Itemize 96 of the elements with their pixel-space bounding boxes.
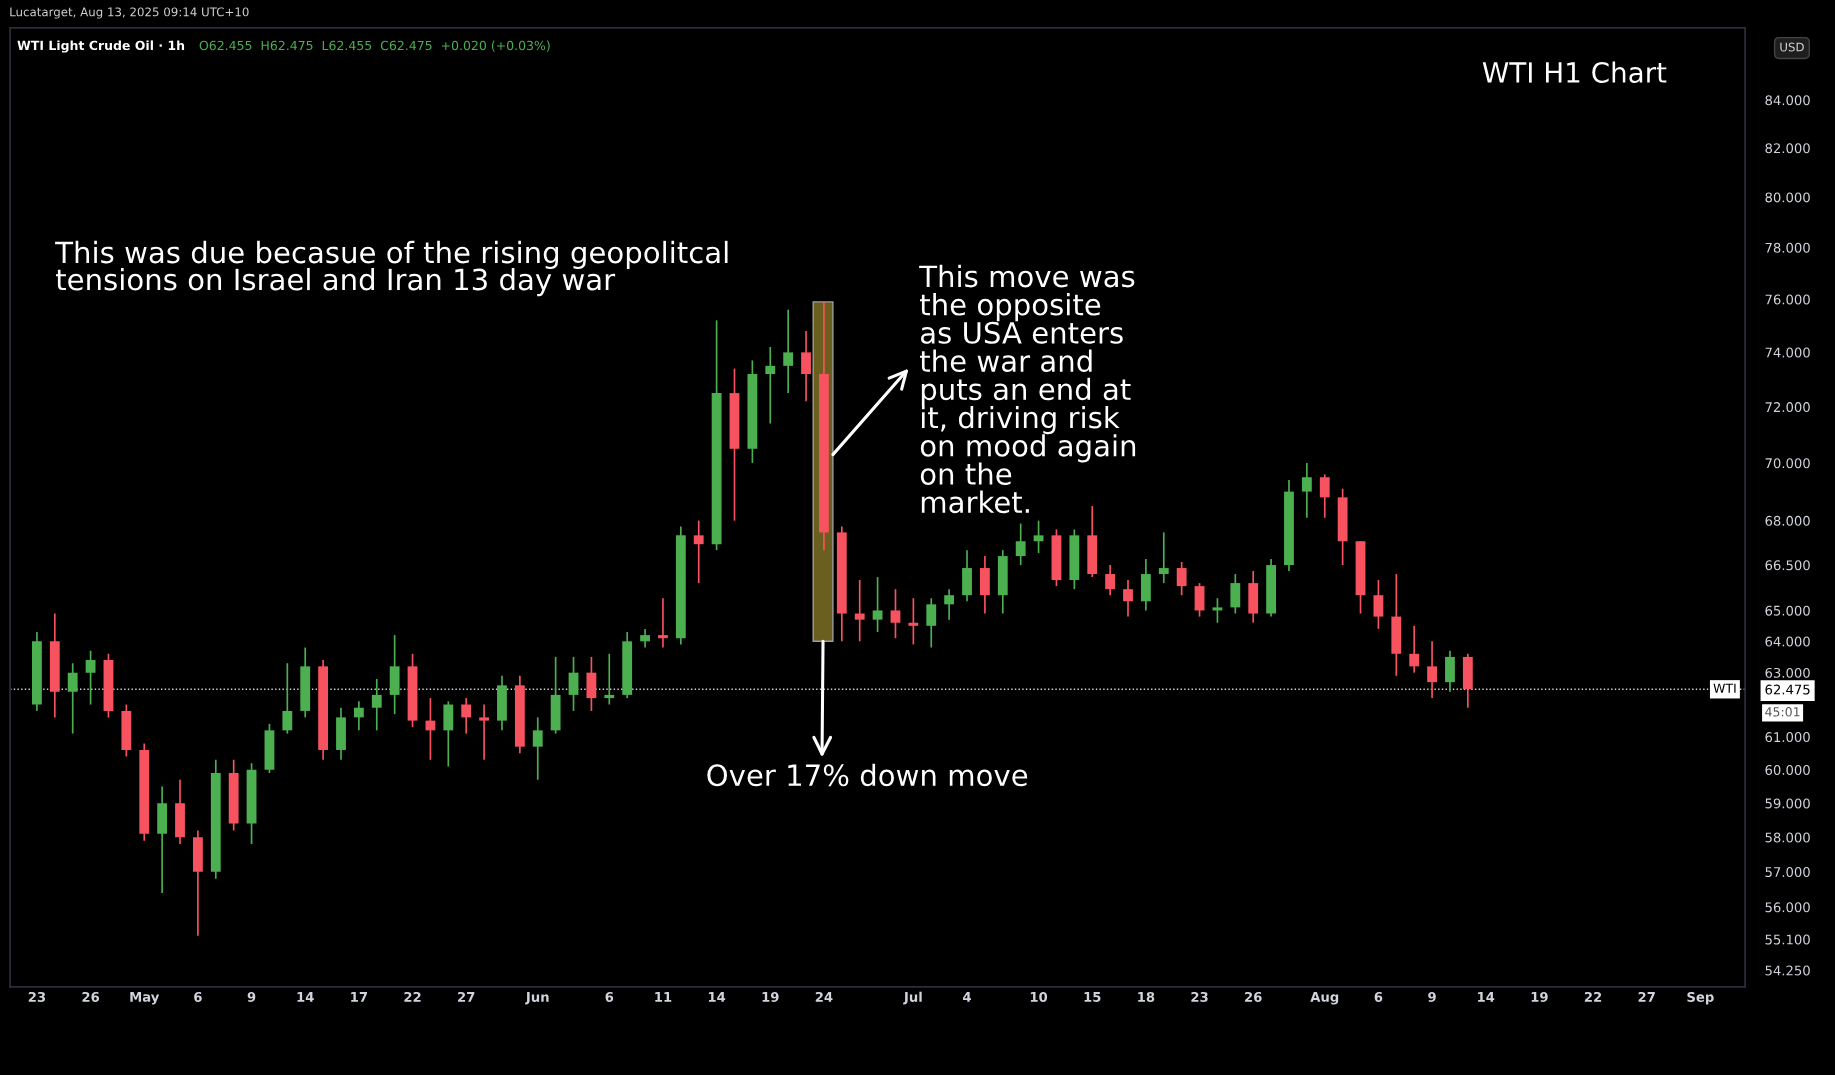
y-tick-label: 58.000 bbox=[1765, 832, 1810, 843]
y-tick-label: 78.000 bbox=[1765, 242, 1810, 253]
x-tick-label: 6 bbox=[605, 991, 614, 1002]
candlestick bbox=[908, 597, 919, 646]
candlestick bbox=[1319, 473, 1330, 519]
x-tick-label: 17 bbox=[351, 992, 368, 1002]
x-tick-label: 19 bbox=[762, 991, 779, 1002]
candlestick bbox=[1158, 531, 1169, 584]
candlestick bbox=[1373, 579, 1384, 630]
x-tick-label: 26 bbox=[82, 991, 100, 1002]
candlestick bbox=[1105, 564, 1116, 597]
text: O62.455 H62.475 L62.455 C62.475 +0.020 (+0.03%) bbox=[199, 40, 550, 52]
annotation: Over 17% down move bbox=[707, 763, 1028, 787]
candlestick bbox=[1176, 561, 1187, 597]
x-tick-label: 22 bbox=[1584, 991, 1602, 1002]
candlestick bbox=[872, 576, 883, 633]
x-tick-label: 26 bbox=[1245, 991, 1262, 1002]
candlestick bbox=[1123, 579, 1133, 618]
x-tick-label: 6 bbox=[194, 991, 202, 1002]
candlestick bbox=[353, 700, 364, 732]
y-tick-label: 65.000 bbox=[1765, 605, 1810, 616]
candlestick bbox=[640, 628, 650, 649]
y-tick-label: 64.000 bbox=[1765, 636, 1810, 647]
candlestick bbox=[1033, 519, 1044, 554]
y-tick-label: 72.000 bbox=[1765, 402, 1810, 413]
candlestick bbox=[461, 697, 472, 735]
x-tick-label: 14 bbox=[708, 992, 726, 1002]
y-tick-label: 57.000 bbox=[1765, 867, 1810, 878]
y-tick-label: 70.000 bbox=[1765, 458, 1810, 469]
y-tick-label: 62.475 bbox=[1765, 684, 1810, 695]
x-tick-label: 9 bbox=[247, 991, 256, 1002]
x-tick-label: 14 bbox=[297, 992, 314, 1002]
candlestick bbox=[568, 656, 579, 712]
y-tick-label: 84.000 bbox=[1765, 95, 1810, 106]
text: 45:01 bbox=[1765, 707, 1800, 717]
candlestick bbox=[1301, 462, 1312, 519]
y-tick-label: 80.000 bbox=[1765, 192, 1810, 203]
x-tick-label: Jul bbox=[903, 991, 922, 1005]
y-tick-label: 82.000 bbox=[1765, 143, 1810, 154]
candlestick bbox=[371, 678, 382, 732]
y-tick-label: 54.250 bbox=[1765, 965, 1810, 976]
y-tick-label: 63.000 bbox=[1765, 667, 1810, 678]
x-tick-label: 15 bbox=[1084, 992, 1101, 1002]
candlestick bbox=[890, 588, 901, 640]
y-tick-label: 59.000 bbox=[1765, 798, 1810, 809]
candlestick bbox=[765, 346, 776, 425]
candlestick bbox=[479, 703, 489, 761]
y-tick-label: 61.000 bbox=[1765, 732, 1810, 743]
y-tick-label: 76.000 bbox=[1765, 294, 1810, 305]
x-tick-label: 18 bbox=[1138, 991, 1155, 1002]
y-tick-label: 68.000 bbox=[1765, 515, 1810, 526]
candlestick bbox=[801, 330, 811, 403]
x-tick-label: Aug bbox=[1310, 992, 1339, 1005]
candlestick bbox=[604, 652, 615, 706]
x-tick-label: 23 bbox=[28, 991, 46, 1002]
candlestick bbox=[67, 662, 78, 735]
text: Lucatarget, Aug 13, 2025 09:14 UTC+10 bbox=[10, 7, 249, 19]
candlestick bbox=[85, 649, 96, 706]
x-tick-label: 6 bbox=[1374, 991, 1383, 1002]
candlestick bbox=[1212, 597, 1223, 624]
text: WTI Light Crude Oil · 1h bbox=[17, 40, 185, 53]
candlestick bbox=[1409, 624, 1420, 674]
text: This move was the opposite as USA enters the war and puts an end at it, driving risk on mood again on the market. bbox=[919, 264, 1136, 514]
x-tick-label: 11 bbox=[655, 992, 672, 1002]
x-tick-label: Jun bbox=[525, 992, 549, 1005]
x-tick-label: 24 bbox=[815, 991, 833, 1002]
x-tick-label: 27 bbox=[458, 991, 475, 1002]
y-tick-label: 66.500 bbox=[1765, 560, 1810, 571]
x-tick-label: 4 bbox=[963, 992, 972, 1002]
x-tick-label: 10 bbox=[1030, 991, 1048, 1002]
candlestick bbox=[854, 579, 865, 643]
candlestick bbox=[1427, 640, 1437, 699]
annotation: WTI H1 Chart bbox=[1482, 61, 1667, 84]
y-tick-label: 60.000 bbox=[1765, 764, 1810, 775]
x-tick-label: 14 bbox=[1478, 992, 1495, 1002]
x-tick-label: 9 bbox=[1428, 991, 1436, 1002]
candlestick bbox=[783, 308, 794, 394]
x-tick-label: 27 bbox=[1638, 991, 1655, 1002]
candlestick bbox=[282, 662, 293, 735]
y-tick-label: 55.100 bbox=[1765, 934, 1810, 945]
candlestick bbox=[944, 588, 955, 621]
annotation: This was due becasue of the rising geopolitcal tensions on Israel and Iran 13 day war bbox=[55, 240, 728, 297]
candlestick bbox=[532, 716, 543, 781]
candlestick bbox=[658, 597, 668, 649]
x-tick-label: 22 bbox=[404, 991, 421, 1002]
candlestick bbox=[926, 597, 937, 649]
x-tick-label: 23 bbox=[1191, 991, 1208, 1002]
x-tick-label: 19 bbox=[1531, 991, 1548, 1002]
candlestick bbox=[1015, 522, 1026, 566]
candlestick bbox=[693, 519, 704, 584]
x-tick-label: Sep bbox=[1687, 991, 1714, 1005]
y-tick-label: 74.000 bbox=[1765, 347, 1810, 358]
text: USD bbox=[1780, 42, 1804, 52]
y-tick-label: 56.000 bbox=[1765, 902, 1810, 913]
x-tick-label: May bbox=[130, 992, 160, 1005]
ref-line-label: WTI bbox=[1713, 683, 1736, 693]
